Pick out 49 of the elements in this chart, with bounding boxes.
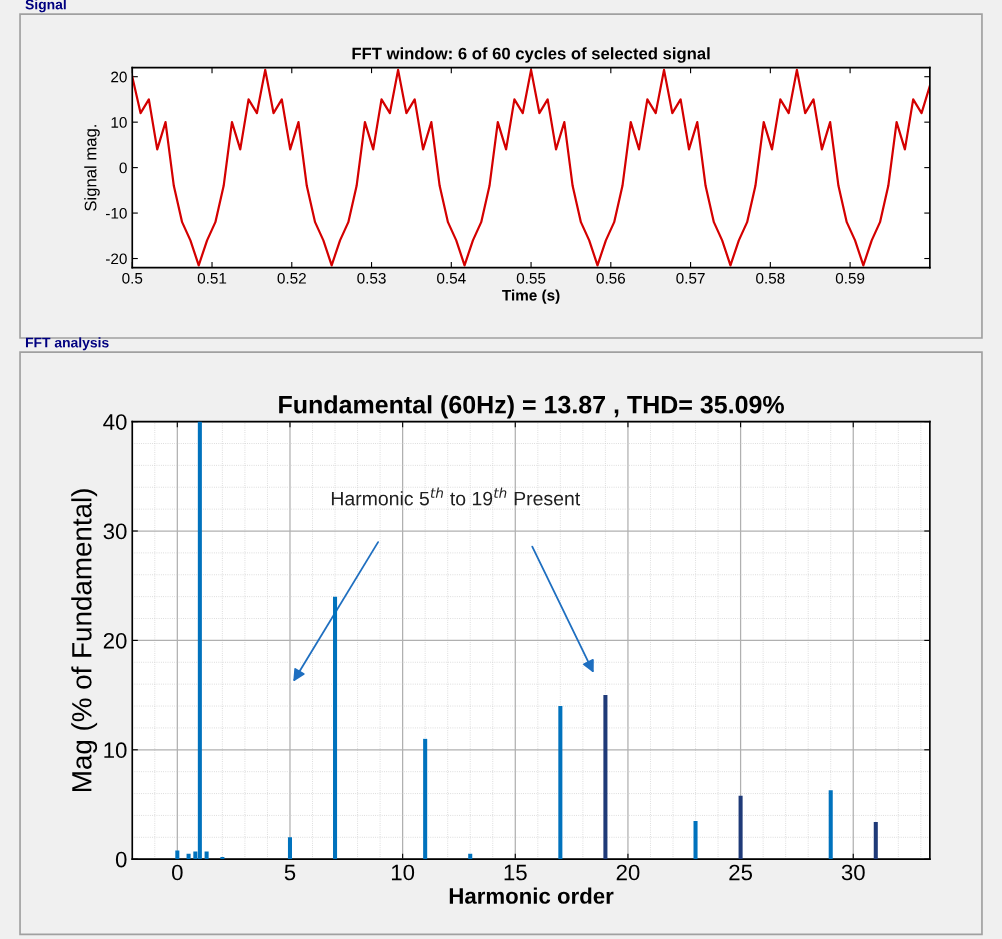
y-tick-label: 0 [115, 851, 127, 868]
text: Signal [25, 0, 66, 13]
x-tick-label: 0.52 [277, 272, 306, 284]
bar [603, 695, 608, 860]
y-tick-label: 30 [103, 523, 127, 540]
x-tick-label: 0.56 [596, 272, 626, 284]
bar [873, 821, 878, 860]
x-tick-label: 0.53 [357, 272, 386, 284]
y-tick-label: 20 [111, 71, 127, 83]
x-tick-label: 25 [729, 864, 753, 881]
x-tick-label: 0.5 [122, 272, 143, 284]
bar [558, 706, 563, 860]
x-tick-label: 0 [172, 864, 183, 881]
chart-title: Fundamental (60Hz) = 13.87 , THD= 35.09% [279, 395, 784, 419]
line-series [132, 68, 930, 267]
y-axis-title: Mag (% of Fundamental) [71, 489, 98, 791]
y-axis-title: Signal mag. [84, 125, 100, 211]
x-axis-title: Time (s) [502, 289, 560, 304]
bar [186, 853, 191, 860]
annotation: Harmonic 5$^{th}$ to 19$^{th}$ Present [331, 487, 581, 506]
x-tick-label: 5 [284, 864, 296, 881]
bar [693, 820, 698, 860]
x-tick-label: 0.54 [437, 272, 466, 284]
y-tick-label: 10 [104, 742, 127, 759]
text: FFT analysis [25, 337, 109, 351]
x-tick-label: 0.51 [197, 272, 227, 284]
bar [468, 853, 473, 860]
x-tick-label: 0.55 [516, 272, 546, 284]
x-tick-label: 30 [841, 864, 865, 881]
x-tick-label: 20 [616, 864, 640, 881]
x-tick-label: 0.59 [835, 272, 865, 284]
bar [333, 596, 338, 860]
y-tick-label: 0 [119, 162, 127, 174]
bar [204, 851, 209, 860]
x-tick-label: 0.57 [676, 272, 705, 284]
x-tick-label: 10 [391, 864, 415, 881]
y-tick-label: 40 [103, 414, 127, 430]
x-tick-label: 0.58 [756, 272, 785, 284]
chart-title: FFT window: 6 of 60 cycles of selected signal [352, 47, 710, 63]
y-tick-label: 20 [103, 632, 127, 649]
bar [287, 837, 293, 860]
y-tick-label: -10 [106, 207, 127, 219]
x-axis-title: Harmonic order [449, 887, 614, 904]
bar [738, 795, 743, 860]
y-tick-label: -20 [106, 253, 127, 265]
bar [423, 738, 428, 860]
bar [828, 790, 833, 860]
y-tick-label: 10 [111, 117, 127, 128]
x-tick-label: 15 [504, 864, 527, 881]
